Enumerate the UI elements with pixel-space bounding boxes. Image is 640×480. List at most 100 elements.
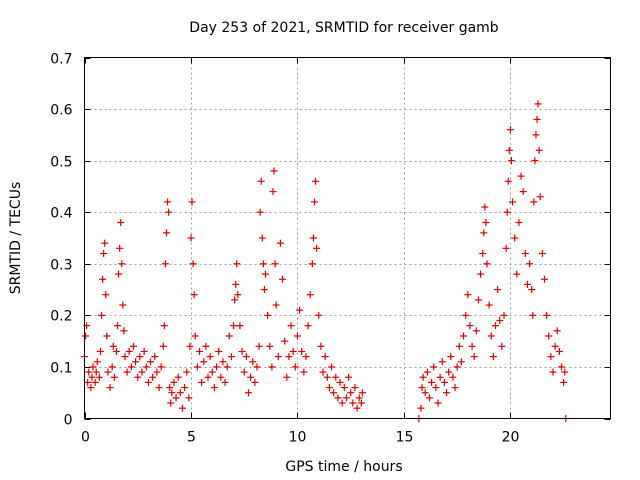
y-tick-label: 0.4 bbox=[50, 206, 72, 222]
data-point bbox=[231, 296, 239, 304]
data-point bbox=[96, 347, 104, 355]
data-point bbox=[449, 373, 457, 381]
data-point bbox=[480, 229, 488, 237]
data-point bbox=[309, 234, 317, 242]
data-point bbox=[112, 347, 120, 355]
data-point bbox=[472, 327, 480, 335]
data-point bbox=[242, 353, 250, 361]
data-point bbox=[304, 322, 312, 330]
data-point bbox=[519, 188, 527, 196]
data-point bbox=[483, 260, 491, 268]
data-point bbox=[315, 311, 323, 319]
data-point bbox=[91, 378, 99, 386]
data-point bbox=[553, 327, 561, 335]
data-point bbox=[330, 389, 338, 397]
data-point bbox=[160, 322, 168, 330]
data-point bbox=[127, 363, 135, 371]
data-point bbox=[289, 347, 297, 355]
data-point bbox=[358, 389, 366, 397]
data-point bbox=[165, 208, 173, 216]
data-point bbox=[547, 353, 555, 361]
data-point bbox=[430, 363, 438, 371]
data-point bbox=[109, 342, 117, 350]
data-point bbox=[349, 399, 357, 407]
data-point bbox=[187, 234, 195, 242]
data-point bbox=[251, 378, 259, 386]
data-point bbox=[293, 332, 301, 340]
data-point bbox=[98, 311, 106, 319]
data-point bbox=[123, 368, 131, 376]
data-point bbox=[507, 157, 515, 165]
y-tick-label: 0.3 bbox=[50, 258, 72, 274]
data-point bbox=[202, 342, 210, 350]
data-point bbox=[436, 373, 444, 381]
data-point bbox=[186, 342, 194, 350]
data-point bbox=[134, 373, 142, 381]
data-point bbox=[195, 347, 203, 355]
data-point bbox=[543, 311, 551, 319]
data-point bbox=[104, 368, 112, 376]
y-tick-label: 0.2 bbox=[50, 309, 72, 325]
data-point bbox=[119, 301, 127, 309]
data-point bbox=[432, 384, 440, 392]
data-point bbox=[482, 219, 490, 227]
data-point bbox=[291, 363, 299, 371]
data-point bbox=[489, 353, 497, 361]
data-point bbox=[161, 260, 169, 268]
data-point bbox=[185, 394, 193, 402]
data-point bbox=[285, 353, 293, 361]
data-point bbox=[259, 260, 267, 268]
data-point bbox=[532, 131, 540, 139]
data-point bbox=[232, 280, 240, 288]
data-point bbox=[434, 399, 442, 407]
data-point bbox=[417, 404, 425, 412]
data-point bbox=[258, 234, 266, 242]
data-point bbox=[166, 384, 174, 392]
data-point bbox=[511, 234, 519, 242]
data-point bbox=[533, 115, 541, 123]
data-point bbox=[500, 311, 508, 319]
data-point bbox=[272, 301, 280, 309]
data-point bbox=[530, 198, 538, 206]
data-point bbox=[149, 373, 157, 381]
data-point bbox=[170, 378, 178, 386]
data-point bbox=[168, 389, 176, 397]
y-tick-label: 0.6 bbox=[50, 103, 72, 119]
data-point bbox=[445, 368, 453, 376]
data-point bbox=[521, 249, 529, 257]
data-point bbox=[225, 332, 233, 340]
data-point bbox=[351, 384, 359, 392]
data-point bbox=[549, 368, 557, 376]
data-point bbox=[279, 275, 287, 283]
data-point bbox=[485, 301, 493, 309]
data-point bbox=[183, 368, 191, 376]
data-point bbox=[227, 353, 235, 361]
data-point bbox=[115, 270, 123, 278]
data-point bbox=[208, 368, 216, 376]
data-point bbox=[357, 399, 365, 407]
data-point bbox=[515, 219, 523, 227]
y-tick-label: 0 bbox=[64, 413, 73, 429]
data-point bbox=[117, 219, 125, 227]
y-tick-label: 0.7 bbox=[50, 52, 72, 68]
data-point bbox=[338, 399, 346, 407]
data-point bbox=[534, 100, 542, 108]
data-point bbox=[498, 342, 506, 350]
x-tick-label: 15 bbox=[396, 430, 414, 446]
data-point bbox=[274, 353, 282, 361]
data-point bbox=[302, 353, 310, 361]
data-point bbox=[144, 378, 152, 386]
plot-frame bbox=[84, 57, 611, 419]
data-point bbox=[142, 363, 150, 371]
data-point bbox=[89, 363, 97, 371]
data-point bbox=[193, 363, 201, 371]
data-point bbox=[88, 373, 96, 381]
data-point bbox=[215, 347, 223, 355]
data-point bbox=[223, 363, 231, 371]
data-point bbox=[313, 244, 321, 252]
data-point bbox=[517, 172, 525, 180]
data-point bbox=[132, 358, 140, 366]
data-point bbox=[462, 311, 470, 319]
data-point bbox=[253, 363, 261, 371]
tick-layer: 0 0.1 0.2 0.3 0.4 0.5 0.6 0.7 0 5 10 15 20 bbox=[50, 52, 611, 446]
